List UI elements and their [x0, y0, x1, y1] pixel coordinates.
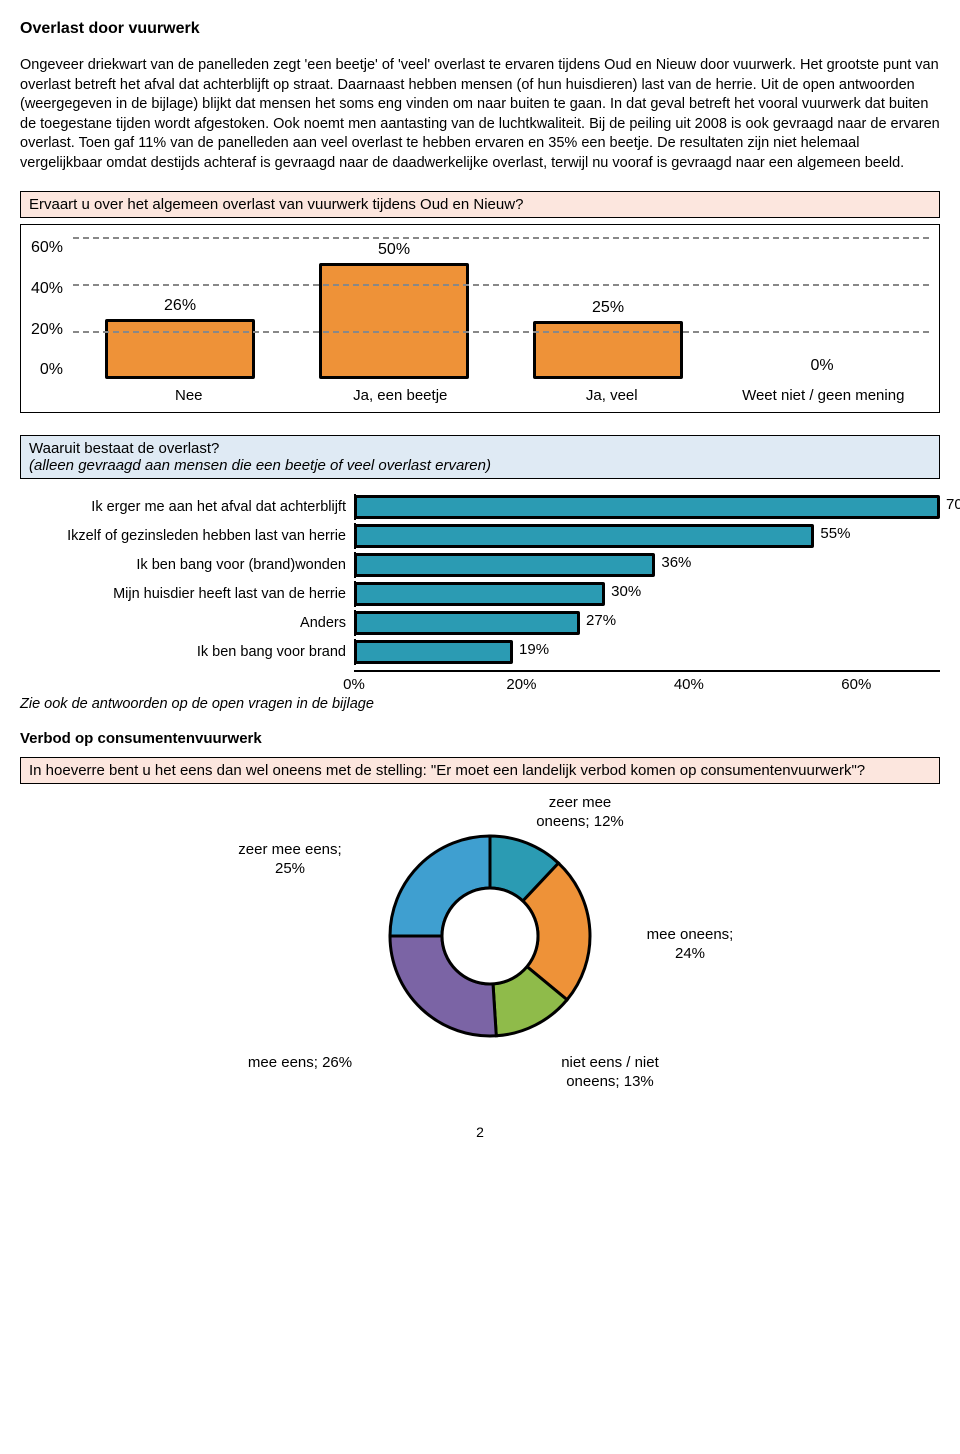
- chart2-note: Zie ook de antwoorden op de open vragen …: [20, 696, 940, 712]
- chart2-value-label: 70%: [946, 496, 960, 513]
- chart2-question-text: Waaruit bestaat de overlast?: [29, 440, 219, 457]
- donut-label: zeer mee eens;25%: [210, 841, 370, 879]
- donut-label: zeer meeoneens; 12%: [510, 794, 650, 832]
- chart1-plot: 26% 50% 25% 0%: [73, 239, 929, 379]
- chart2-row: Anders 27%: [20, 610, 940, 636]
- chart2-subtext: (alleen gevraagd aan mensen die een beet…: [29, 457, 491, 474]
- chart2-value-label: 36%: [661, 554, 691, 571]
- donut-hole: [442, 888, 538, 984]
- donut-label: niet eens / nietoneens; 13%: [530, 1054, 690, 1092]
- chart1-xtick: Ja, een beetje: [295, 379, 507, 404]
- chart2-bar: [354, 640, 513, 664]
- chart2-label: Ik ben bang voor (brand)wonden: [20, 557, 354, 573]
- chart1-question: Ervaart u over het algemeen overlast van…: [20, 191, 940, 218]
- chart3-question: In hoeverre bent u het eens dan wel onee…: [20, 757, 940, 784]
- chart1-xtick: Nee: [83, 379, 295, 404]
- page-title: Overlast door vuurwerk: [20, 20, 940, 38]
- chart2-label: Ik ben bang voor brand: [20, 644, 354, 660]
- chart2-value-label: 19%: [519, 641, 549, 658]
- page-number: 2: [20, 1124, 940, 1140]
- chart2-value-label: 27%: [586, 612, 616, 629]
- chart2-value-label: 30%: [611, 583, 641, 600]
- donut-label: mee oneens;24%: [620, 926, 760, 964]
- chart2-row: Ik ben bang voor brand 19%: [20, 639, 940, 665]
- chart1-value-label: 25%: [501, 299, 715, 317]
- chart1-ytick: 40%: [31, 280, 63, 298]
- chart3-donut: [380, 826, 600, 1046]
- donut-label: mee eens; 26%: [220, 1054, 380, 1073]
- chart2-label: Ik erger me aan het afval dat achterblij…: [20, 499, 354, 515]
- chart1-value-label: 50%: [287, 241, 501, 259]
- chart2-plot: Ik erger me aan het afval dat achterblij…: [20, 485, 940, 670]
- chart2-label: Anders: [20, 615, 354, 631]
- chart1-yaxis: 60% 40% 20% 0%: [31, 239, 73, 379]
- chart1-bar: 50%: [287, 239, 501, 379]
- chart2-xtick: 20%: [506, 676, 536, 693]
- chart2-container: Ik erger me aan het afval dat achterblij…: [20, 485, 940, 712]
- intro-paragraph: Ongeveer driekwart van de panelleden zeg…: [20, 56, 940, 173]
- chart2-xtick: 60%: [841, 676, 871, 693]
- chart2-xtick: 40%: [674, 676, 704, 693]
- chart2-question: Waaruit bestaat de overlast? (alleen gev…: [20, 435, 940, 479]
- chart2-label: Mijn huisdier heeft last van de herrie: [20, 586, 354, 602]
- chart1-ytick: 0%: [40, 361, 63, 379]
- chart2-row: Ik erger me aan het afval dat achterblij…: [20, 494, 940, 520]
- chart2-bar: [354, 553, 655, 577]
- chart2-row: Ikzelf of gezinsleden hebben last van he…: [20, 523, 940, 549]
- chart1-xaxis: NeeJa, een beetjeJa, veelWeet niet / gee…: [83, 379, 929, 404]
- chart1-bar: 0%: [715, 239, 929, 379]
- chart2-row: Mijn huisdier heeft last van de herrie 30…: [20, 581, 940, 607]
- chart1-xtick: Ja, veel: [506, 379, 718, 404]
- chart2-bar: [354, 495, 940, 519]
- chart1-bar: 26%: [73, 239, 287, 379]
- chart1-xtick: Weet niet / geen mening: [718, 379, 930, 404]
- chart1-value-label: 0%: [715, 357, 929, 375]
- chart3-container: zeer meeoneens; 12% mee oneens;24% niet ee…: [200, 796, 760, 1096]
- chart2-xtick: 0%: [343, 676, 365, 693]
- chart2-value-label: 55%: [820, 525, 850, 542]
- chart2-bar: [354, 582, 605, 606]
- chart2-xaxis: 0%20%40%60%: [354, 670, 940, 690]
- chart1-ytick: 60%: [31, 239, 63, 257]
- chart2-label: Ikzelf of gezinsleden hebben last van he…: [20, 528, 354, 544]
- chart1-container: 60% 40% 20% 0% 26% 50% 25% 0% NeeJa, een beetj…: [20, 224, 940, 413]
- chart1-ytick: 20%: [31, 321, 63, 339]
- chart2-bar: [354, 611, 580, 635]
- section2-title: Verbod op consumentenvuurwerk: [20, 730, 940, 747]
- chart1-bar: 25%: [501, 239, 715, 379]
- chart2-bar: [354, 524, 814, 548]
- chart1-value-label: 26%: [73, 297, 287, 315]
- chart2-row: Ik ben bang voor (brand)wonden 36%: [20, 552, 940, 578]
